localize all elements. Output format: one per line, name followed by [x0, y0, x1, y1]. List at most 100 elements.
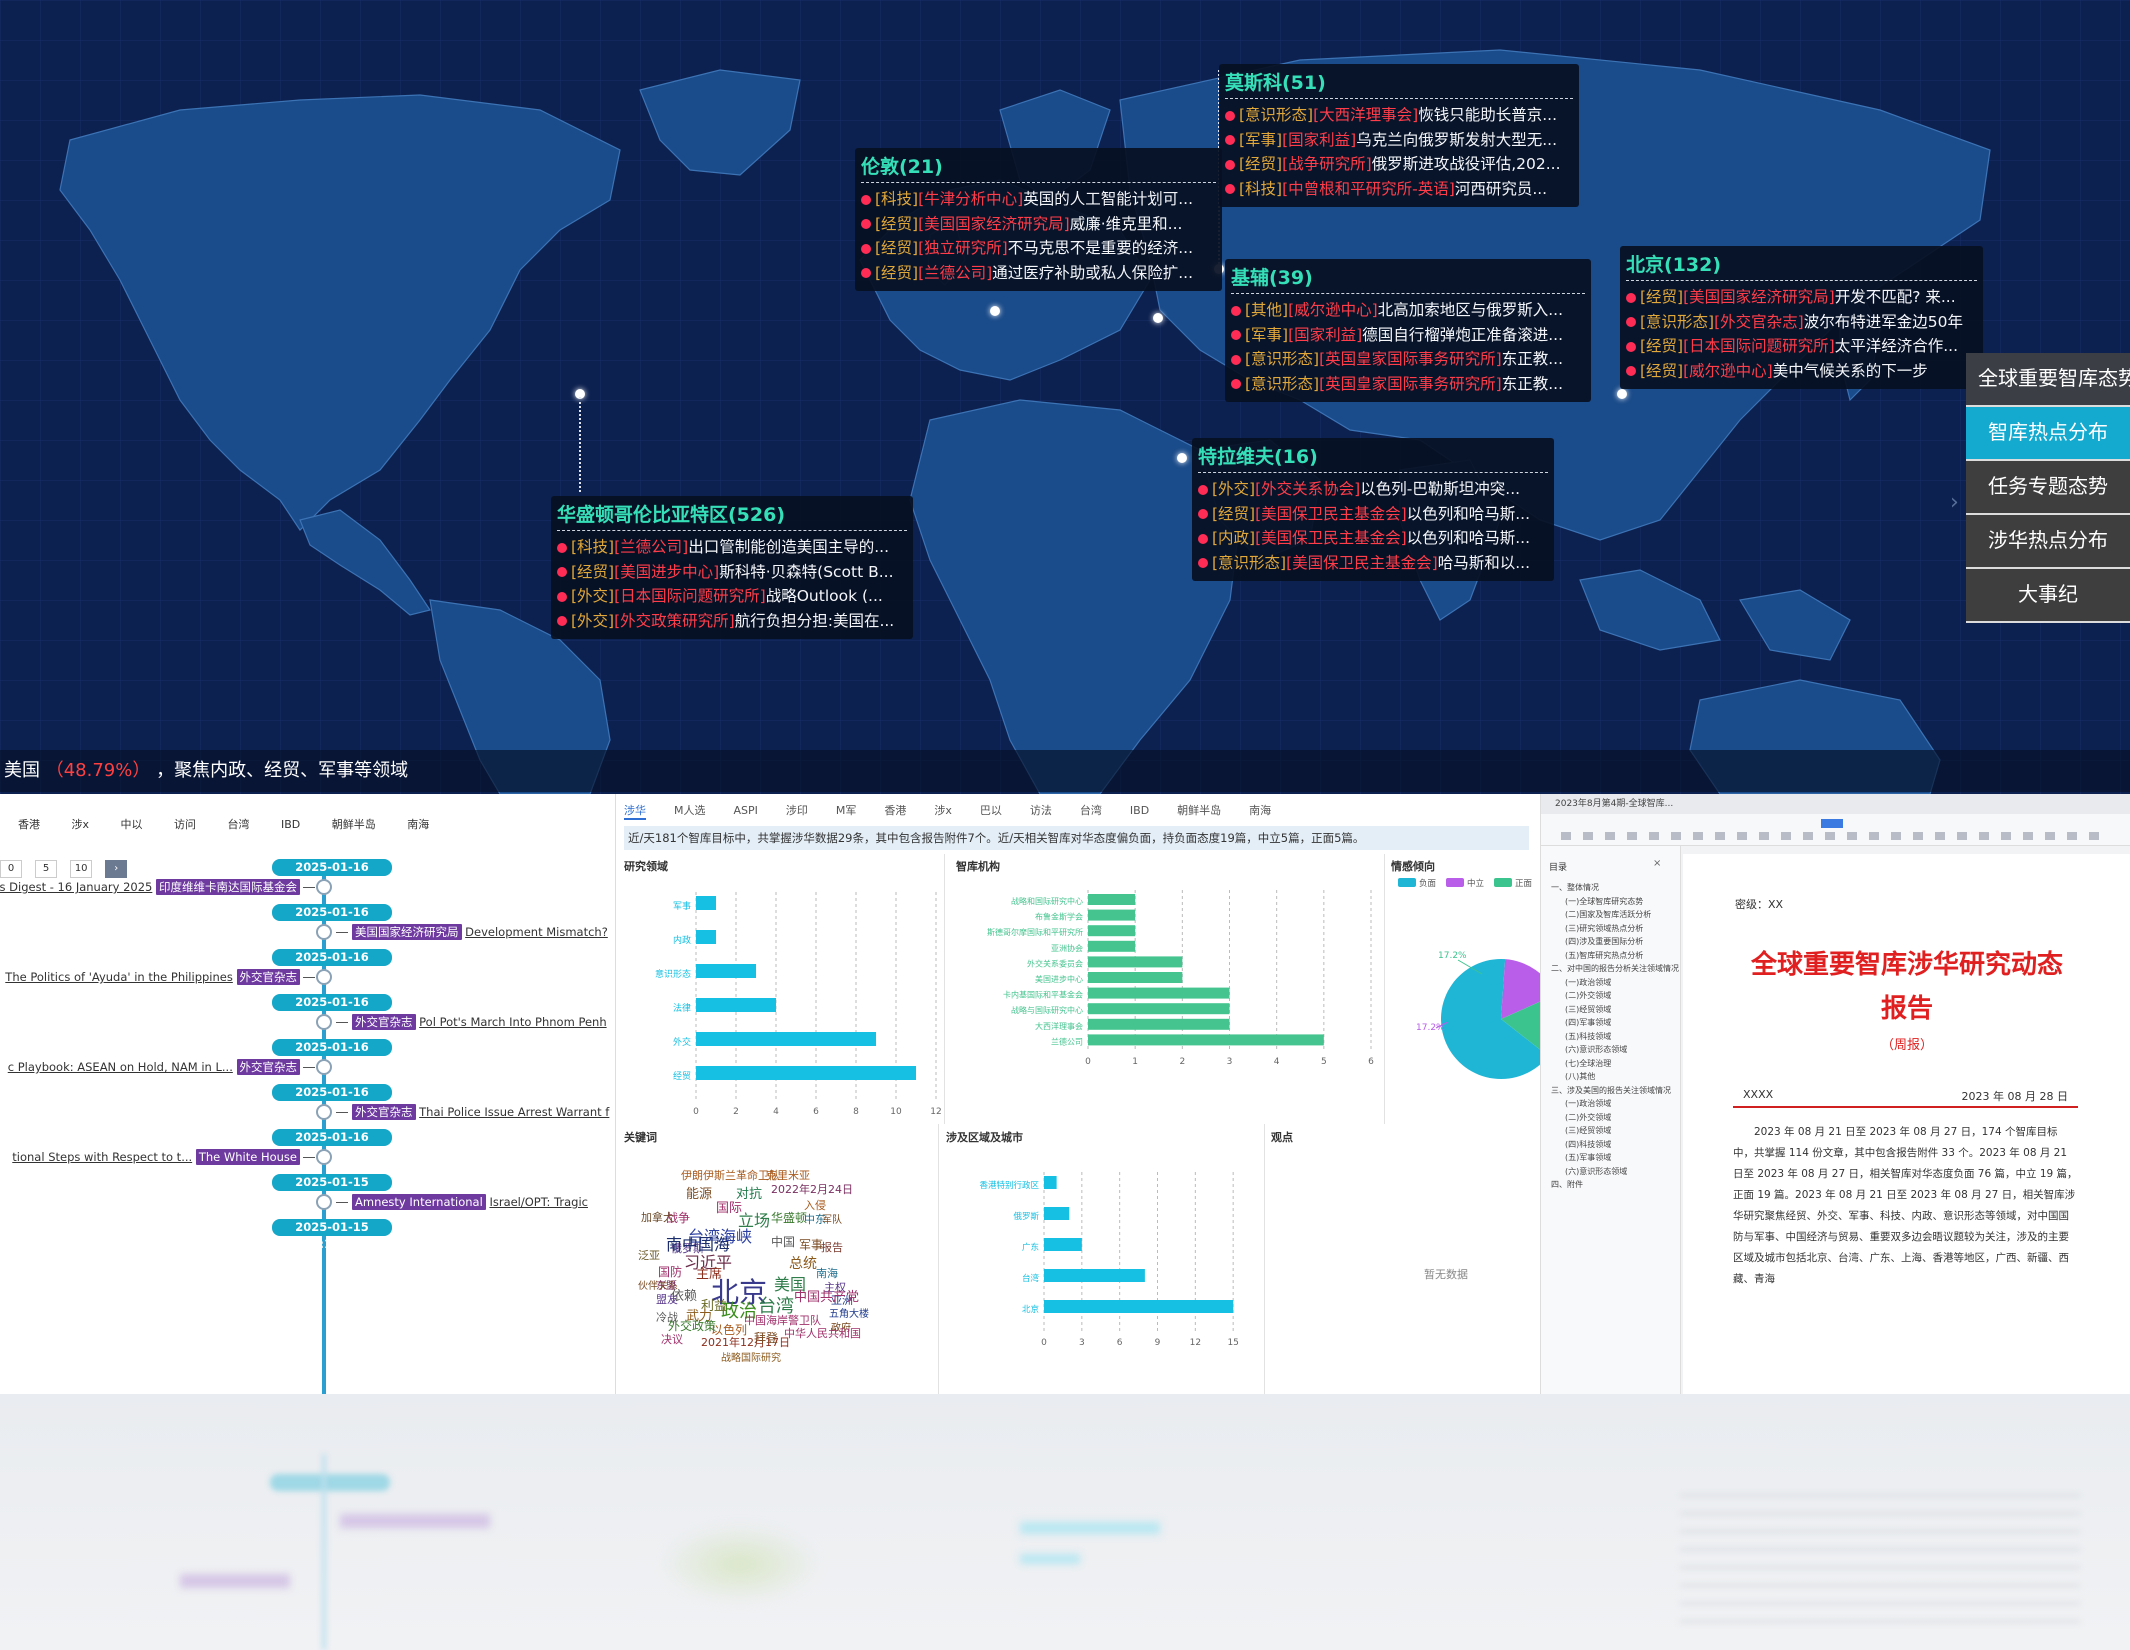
- keyword[interactable]: 军事: [799, 1238, 824, 1252]
- timeline-item[interactable]: s Digest - 16 January 2025 印度维维卡南达国际基金会: [0, 879, 300, 895]
- popup-row[interactable]: [科技][牛津分析中心]英国的人工智能计划可...: [861, 187, 1216, 212]
- keyword[interactable]: 北京: [711, 1276, 768, 1309]
- timeline-tab[interactable]: 台湾: [227, 818, 250, 831]
- popup-row[interactable]: [经贸][兰德公司]通过医疗补助或私人保险扩...: [861, 261, 1216, 286]
- keyword[interactable]: 华盛顿: [771, 1211, 808, 1225]
- keyword[interactable]: 国际: [716, 1201, 743, 1216]
- keyword[interactable]: 南中国海: [666, 1235, 731, 1254]
- keyword[interactable]: 泛亚: [638, 1249, 660, 1262]
- keyword[interactable]: 武力: [686, 1309, 713, 1324]
- toc-item[interactable]: (六)意识形态领域: [1565, 1045, 1628, 1054]
- dashboard-tab[interactable]: 访法: [1029, 804, 1052, 817]
- toc-item[interactable]: (一)政治领域: [1565, 1099, 1612, 1108]
- timeline-node[interactable]: [316, 1059, 332, 1075]
- timeline-item[interactable]: 外交官杂志 Thai Police Issue Arrest Warrant f: [352, 1104, 609, 1120]
- keyword[interactable]: 利益: [701, 1299, 728, 1314]
- toc-item[interactable]: (二)外交领域: [1565, 1112, 1612, 1122]
- keyword[interactable]: 国防: [658, 1265, 683, 1279]
- keyword[interactable]: 军队: [822, 1215, 842, 1226]
- timeline-tab[interactable]: 香港: [18, 818, 40, 831]
- timeline-item[interactable]: Amnesty International Israel/OPT: Tragic: [352, 1194, 588, 1210]
- timeline-item[interactable]: c Playbook: ASEAN on Hold, NAM in L... 外…: [8, 1059, 300, 1075]
- keyword[interactable]: 主权: [824, 1281, 846, 1294]
- keyword[interactable]: 以色列: [711, 1323, 748, 1337]
- pager-button[interactable]: 10: [70, 860, 93, 878]
- keyword[interactable]: 伊朗伊斯兰革命卫队: [681, 1169, 780, 1182]
- toc-item[interactable]: 四、附件: [1551, 1180, 1583, 1189]
- timeline-node[interactable]: [316, 879, 332, 895]
- keyword[interactable]: 克里米亚: [766, 1169, 810, 1182]
- dashboard-tab[interactable]: 巴以: [979, 804, 1002, 817]
- pager-next-icon[interactable]: ›: [105, 860, 128, 878]
- timeline-node[interactable]: [316, 969, 332, 985]
- keyword[interactable]: 冷战: [656, 1311, 678, 1324]
- popup-row[interactable]: [经贸][美国国家经济研究局]开发不匹配? 来...: [1626, 285, 1977, 310]
- popup-london[interactable]: 伦敦(21) [科技][牛津分析中心]英国的人工智能计划可... [经贸][美国国家…: [855, 148, 1222, 291]
- timeline-item-title[interactable]: s Digest - 16 January 2025: [0, 880, 153, 894]
- menu-task-topic-situation[interactable]: 任务专题态势: [1966, 461, 2130, 515]
- toc-item[interactable]: 二、对中国的报告分析关注领域情况: [1551, 964, 1679, 973]
- popup-row[interactable]: [经贸][独立研究所]不马克思不是重要的经济...: [861, 236, 1216, 261]
- menu-thinktank-hotspot-distribution[interactable]: 智库热点分布: [1966, 407, 2130, 461]
- popup-row[interactable]: [外交][外交关系协会]以色列-巴勒斯坦冲突...: [1198, 477, 1548, 502]
- keyword[interactable]: 台湾: [758, 1296, 794, 1317]
- popup-row[interactable]: [经贸][美国国家经济研究局]威廉·维克里和...: [861, 212, 1216, 237]
- timeline-tab[interactable]: 访问: [174, 818, 197, 831]
- popup-row[interactable]: [经贸][战争研究所]俄罗斯进攻战役评估,202...: [1225, 152, 1573, 177]
- keyword[interactable]: 报告: [821, 1241, 843, 1254]
- timeline-tab[interactable]: 南海: [407, 818, 430, 831]
- popup-row[interactable]: [意识形态][外交官杂志]波尔布特进军金边50年: [1626, 310, 1977, 335]
- keyword[interactable]: 入侵: [804, 1199, 826, 1212]
- world-map[interactable]: 莫斯科(51) [意识形态][大西洋理事会]恢钱只能助长普京... [军事][国家利…: [0, 0, 2130, 794]
- city-dot-kyiv[interactable]: [1153, 313, 1163, 323]
- keyword[interactable]: 拜登: [754, 1331, 779, 1345]
- dashboard-tab[interactable]: 香港: [884, 804, 907, 817]
- keyword[interactable]: 南海: [816, 1267, 838, 1280]
- popup-row[interactable]: [经贸][威尔逊中心]美中气候关系的下一步: [1626, 359, 1977, 384]
- toolbar-icons[interactable]: [1561, 832, 2111, 840]
- keyword[interactable]: 主席: [696, 1267, 723, 1282]
- dashboard-tab[interactable]: M人选: [674, 804, 706, 817]
- toc-item[interactable]: (五)智库研究热点分析: [1565, 950, 1644, 960]
- dashboard-tab[interactable]: 南海: [1249, 804, 1272, 817]
- popup-row[interactable]: [经贸][美国进步中心]斯科特·贝森特(Scott B...: [557, 560, 907, 585]
- keyword[interactable]: 政府: [831, 1323, 851, 1334]
- city-dot-telaviv[interactable]: [1177, 453, 1187, 463]
- timeline-node[interactable]: [316, 1149, 332, 1165]
- dashboard-tab[interactable]: 朝鲜半岛: [1177, 804, 1222, 817]
- city-dot-beijing[interactable]: [1617, 389, 1627, 399]
- keyword[interactable]: 对抗: [736, 1187, 763, 1202]
- chevron-right-icon[interactable]: ›: [1950, 490, 1959, 515]
- timeline-item-title[interactable]: tional Steps with Respect to t...: [12, 1150, 193, 1164]
- popup-row[interactable]: [意识形态][美国保卫民主基金会]哈马斯和以...: [1198, 551, 1548, 576]
- toc-item[interactable]: (七)全球治理: [1565, 1058, 1612, 1068]
- keyword[interactable]: 依赖: [671, 1289, 698, 1304]
- dashboard-tab[interactable]: 涉华: [624, 802, 646, 820]
- popup-kyiv[interactable]: 基辅(39) [其他][威尔逊中心]北高加索地区与俄罗斯入... [军事][国家利益…: [1225, 259, 1591, 402]
- keyword[interactable]: 盟友: [656, 1293, 678, 1306]
- popup-row[interactable]: [科技][兰德公司]出口管制能创造美国主导的...: [557, 535, 907, 560]
- toc-item[interactable]: 一、整体情况: [1551, 883, 1599, 892]
- toc-item[interactable]: (六)意识形态领域: [1565, 1166, 1628, 1176]
- keyword[interactable]: 政治: [721, 1301, 757, 1322]
- menu-china-hotspot-distribution[interactable]: 涉华热点分布: [1966, 515, 2130, 569]
- keyword[interactable]: 中国共产党: [794, 1290, 860, 1305]
- dashboard-tab[interactable]: ASPI: [733, 804, 758, 817]
- keyword[interactable]: 五角大楼: [829, 1309, 869, 1320]
- toc-item[interactable]: (三)经贸领域: [1565, 1004, 1612, 1014]
- popup-row[interactable]: [意识形态][大西洋理事会]恢钱只能助长普京...: [1225, 103, 1573, 128]
- toc-item[interactable]: 三、涉及美国的报告关注领域情况: [1551, 1085, 1671, 1095]
- toc-item[interactable]: (一)全球智库研究态势: [1565, 896, 1644, 906]
- toolbar-tab-start[interactable]: [1821, 819, 1843, 828]
- keyword[interactable]: 中国海岸警卫队: [744, 1314, 821, 1327]
- timeline-item[interactable]: 外交官杂志 Pol Pot's March Into Phnom Penh: [352, 1014, 607, 1030]
- dashboard-tab[interactable]: 涉x: [934, 804, 952, 817]
- keyword[interactable]: 加拿大: [641, 1211, 674, 1224]
- timeline-node[interactable]: [316, 1014, 332, 1030]
- popup-row[interactable]: [意识形态][英国皇家国际事务研究所]东正教...: [1231, 347, 1585, 372]
- popup-row[interactable]: [军事][国家利益]乌克兰向俄罗斯发射大型无...: [1225, 128, 1573, 153]
- keyword[interactable]: 东盟: [656, 1281, 676, 1292]
- keyword[interactable]: 美国: [774, 1275, 807, 1294]
- keyword[interactable]: 台湾海峡: [688, 1227, 753, 1246]
- keyword[interactable]: 亚洲: [831, 1294, 853, 1307]
